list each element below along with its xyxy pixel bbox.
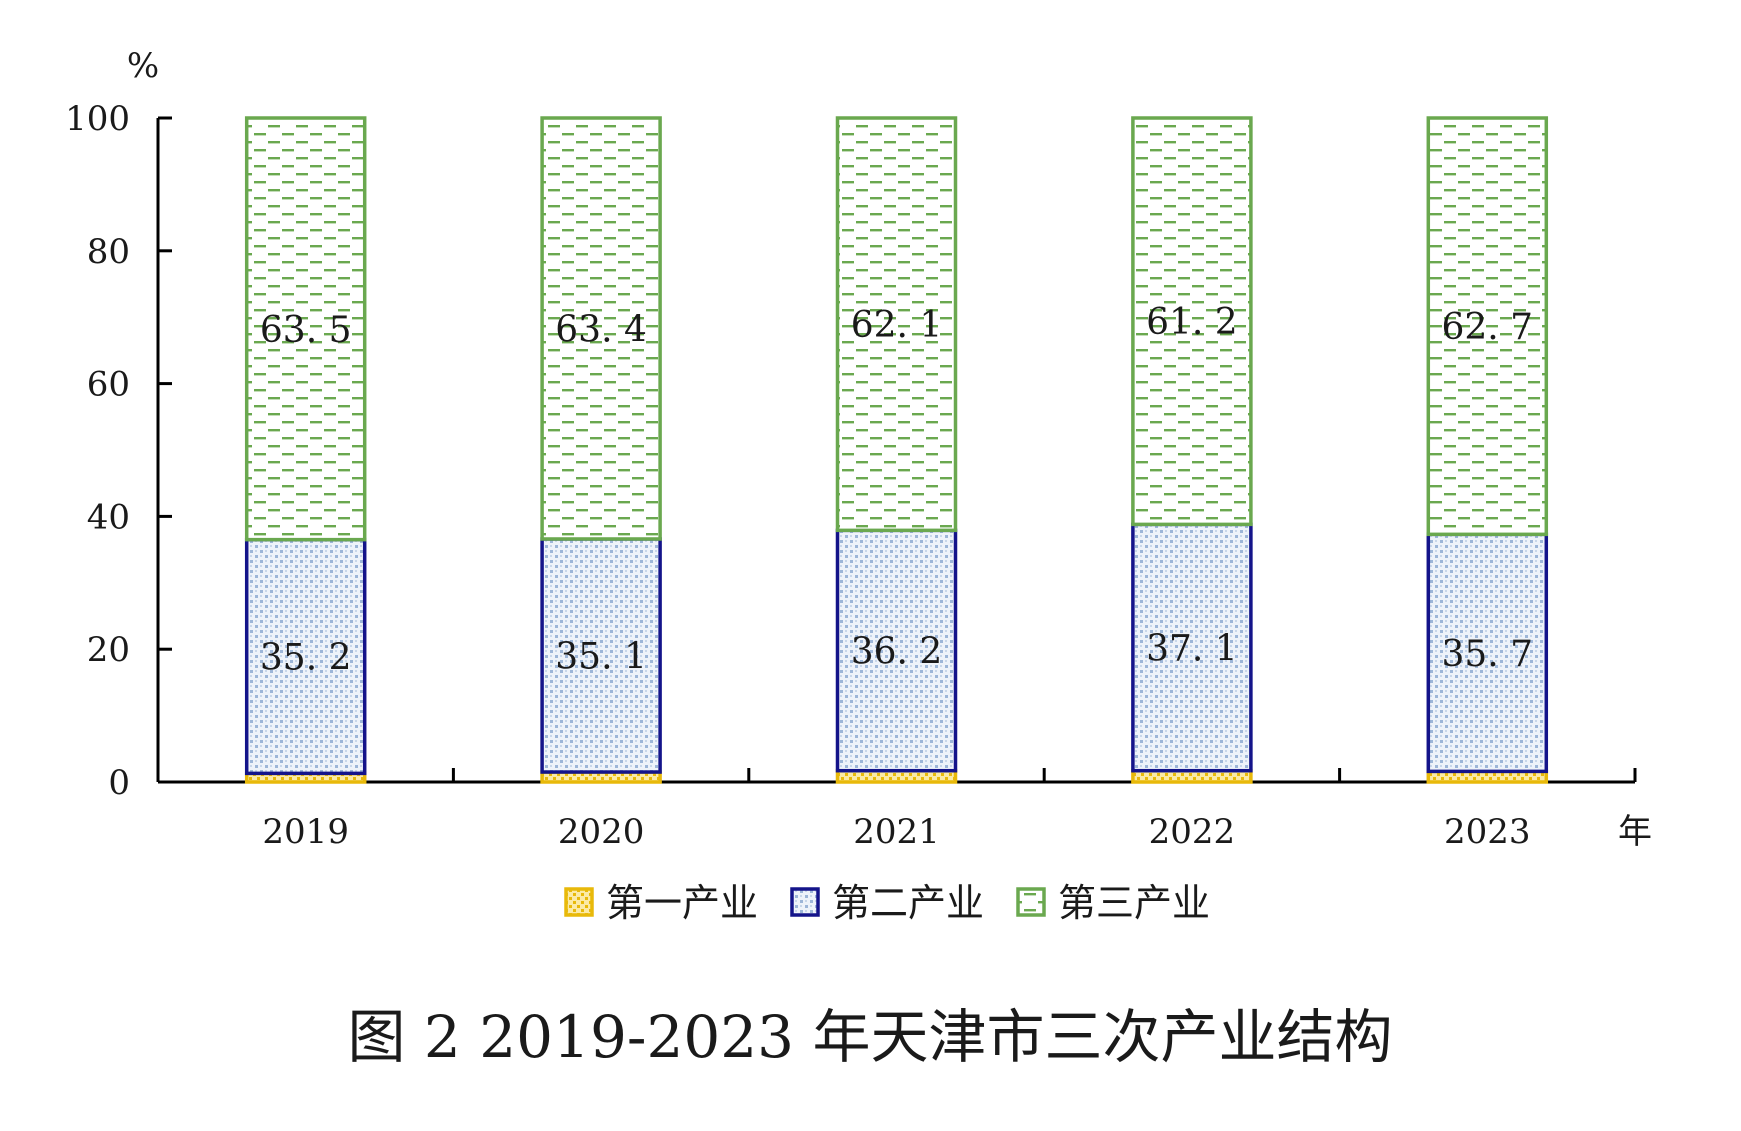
bar-segment-2021-2	[835, 528, 958, 773]
axes: 0 20 40 60 80 100 2019 2020 2021 2022 2023	[65, 99, 1637, 852]
x-tick-label-2021: 2021	[853, 812, 940, 852]
data-label-2020-3: 63. 4	[555, 309, 647, 350]
legend-swatch-3	[1016, 887, 1046, 917]
bar-segment-2023-3	[1426, 116, 1549, 537]
y-tick-label: 20	[87, 630, 130, 670]
legend-label-1: 第一产业	[606, 881, 758, 925]
bar-segment-2022-3	[1131, 116, 1253, 527]
legend-label-3: 第三产业	[1058, 881, 1210, 925]
bar-segment-2021-3	[835, 116, 958, 533]
data-labels: 35. 2 63. 5 35. 1 63. 4 36. 2 62. 1 37. 1 61. 2…	[260, 302, 1533, 678]
y-tick-label: 60	[87, 365, 130, 405]
y-tick-label: 100	[65, 99, 130, 139]
data-label-2020-2: 35. 1	[555, 637, 647, 678]
y-tick-label: 0	[108, 763, 130, 803]
bar-segment-2020-2	[540, 537, 662, 774]
legend-swatch-1	[564, 887, 594, 917]
data-label-2023-2: 35. 7	[1441, 634, 1533, 675]
data-label-2022-2: 37. 1	[1146, 629, 1238, 670]
data-label-2023-3: 62. 7	[1441, 307, 1533, 348]
bar-segment-2019-3	[244, 116, 367, 542]
bar-segment-2022-2	[1131, 522, 1253, 773]
bars	[244, 116, 1549, 784]
legend-label-2: 第二产业	[832, 881, 984, 925]
y-axis-unit: %	[127, 46, 159, 86]
legend-swatch-2	[790, 887, 820, 917]
x-tick-label-2023: 2023	[1444, 812, 1531, 852]
legend: 第一产业 第二产业 第三产业	[564, 881, 1210, 925]
chart-title: 图 2 2019-2023 年天津市三次产业结构	[347, 1003, 1392, 1071]
bar-segment-2023-2	[1426, 532, 1549, 774]
data-label-2022-3: 61. 2	[1146, 302, 1238, 343]
x-tick-label-2019: 2019	[262, 812, 349, 852]
y-tick-label: 40	[87, 497, 130, 537]
data-label-2021-3: 62. 1	[851, 305, 943, 346]
x-axis-unit: 年	[1618, 812, 1652, 852]
bar-segment-2020-3	[540, 116, 662, 541]
data-label-2021-2: 36. 2	[851, 632, 943, 673]
data-label-2019-2: 35. 2	[260, 638, 352, 679]
bar-segment-2019-2	[244, 537, 367, 776]
data-label-2019-3: 63. 5	[260, 310, 352, 351]
x-tick-label-2022: 2022	[1149, 812, 1236, 852]
x-tick-label-2020: 2020	[558, 812, 645, 852]
y-tick-label: 80	[87, 232, 130, 272]
